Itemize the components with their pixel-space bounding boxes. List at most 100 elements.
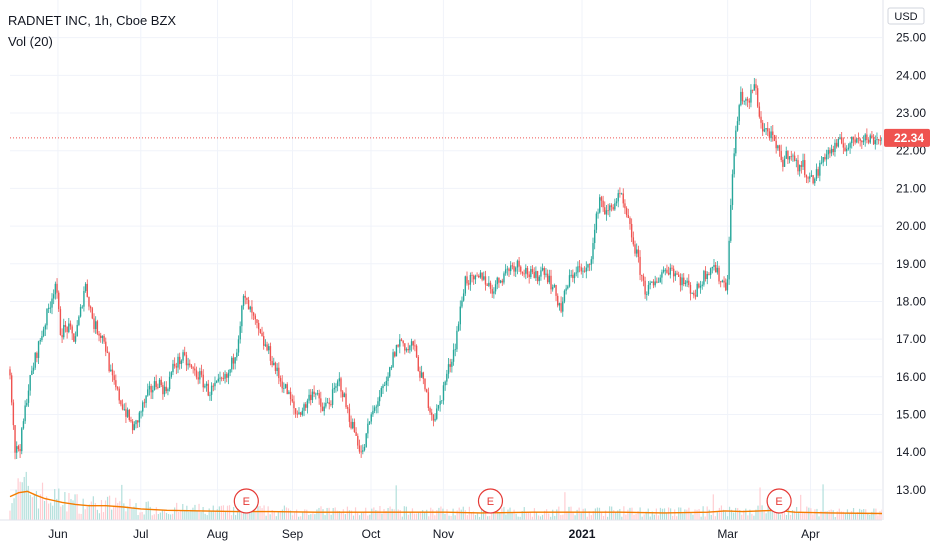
candle-body (175, 366, 178, 368)
candle-body (530, 269, 532, 278)
candle-body (701, 284, 703, 286)
volume-bar (13, 498, 15, 520)
candle-body (56, 283, 58, 293)
y-tick-label: 13.00 (896, 483, 926, 497)
volume-bar (643, 514, 645, 520)
volume-bar (562, 514, 564, 520)
volume-bar (775, 509, 777, 520)
candle-body (268, 346, 270, 351)
symbol-title[interactable]: RADNET INC, 1h, Cboe BZX (8, 13, 177, 28)
candle-body (425, 389, 428, 393)
volume-bar (546, 509, 548, 520)
candle-body (308, 394, 310, 401)
candle-body (165, 386, 167, 392)
candle-body (215, 381, 218, 383)
y-tick-label: 21.00 (896, 181, 926, 195)
indicator-label[interactable]: Vol (20) (8, 34, 53, 49)
volume-bar (861, 509, 863, 520)
volume-bar (88, 504, 90, 520)
candle-body (422, 372, 425, 379)
volume-bar (434, 515, 436, 520)
volume-bar (458, 507, 460, 520)
candle-body (64, 324, 67, 327)
candles (9, 77, 883, 460)
volume-bar (336, 510, 338, 520)
candle-body (578, 266, 581, 268)
volume-bar (174, 507, 176, 520)
candle-body (303, 404, 305, 411)
candle-body (315, 393, 317, 395)
candle-body (98, 333, 100, 336)
candle-body (399, 339, 401, 347)
volume-bar (239, 507, 241, 520)
candle-body (762, 122, 764, 132)
volume-bar (15, 489, 17, 520)
candle-body (834, 142, 836, 152)
candle-body (565, 288, 567, 291)
candle-body (415, 345, 418, 358)
candle-body (604, 207, 606, 215)
volume-bar (415, 513, 418, 520)
volume-bar (108, 495, 111, 520)
candle-body (562, 301, 564, 312)
candle-body (330, 404, 332, 405)
candle-body (113, 375, 115, 381)
volume-bar (623, 506, 625, 520)
candle-body (501, 280, 503, 283)
volume-bar (726, 516, 729, 520)
volume-bar (541, 514, 544, 520)
volume-bar (781, 512, 784, 520)
candle-body (840, 137, 843, 144)
candle-body (678, 274, 680, 277)
candle-body (508, 268, 510, 272)
candle-body (289, 391, 292, 400)
volume-bar (454, 515, 456, 520)
candle-body (239, 326, 241, 340)
volume-bar (560, 515, 562, 520)
candle-body (851, 136, 853, 144)
volume-bar (875, 508, 877, 520)
candle-body (614, 203, 616, 210)
candle-body (461, 300, 463, 307)
volume-bar (143, 514, 145, 520)
candle-body (59, 309, 62, 336)
volume-bar (389, 506, 391, 520)
x-tick-label: Nov (433, 527, 454, 541)
volume-bar (224, 511, 227, 520)
volume-bar (676, 516, 678, 520)
candle-body (872, 137, 875, 145)
volume-bar (743, 510, 745, 520)
volume-bar (151, 515, 153, 520)
candle-body (150, 385, 152, 393)
candle-body (51, 298, 53, 308)
volume-bar (33, 494, 35, 520)
volume-bar (499, 512, 501, 520)
volume-bar (318, 507, 320, 520)
volume-bar (755, 509, 757, 520)
volume-bar (722, 509, 725, 520)
volume-bar (604, 510, 607, 520)
volume-bar (188, 511, 190, 520)
volume-bar (17, 478, 19, 520)
earnings-label: E (487, 496, 494, 508)
candle-body (756, 88, 759, 107)
volume-bar (531, 516, 533, 520)
candle-body (385, 380, 388, 386)
volume-bar (672, 515, 674, 520)
volume-bar (629, 507, 631, 520)
candle-body (447, 364, 450, 374)
volume-bar (720, 505, 723, 520)
volume-bar (432, 509, 434, 520)
volume-bar (592, 511, 594, 520)
candle-body (464, 276, 467, 294)
candle-body (741, 91, 744, 102)
volume-bar (466, 515, 468, 520)
candle-body (291, 399, 293, 402)
candle-body (44, 325, 46, 330)
volume-bar (312, 513, 314, 520)
volume-bar (796, 507, 798, 520)
volume-bar (436, 510, 438, 520)
volume-bar (474, 514, 477, 520)
y-tick-label: 15.00 (896, 407, 926, 421)
